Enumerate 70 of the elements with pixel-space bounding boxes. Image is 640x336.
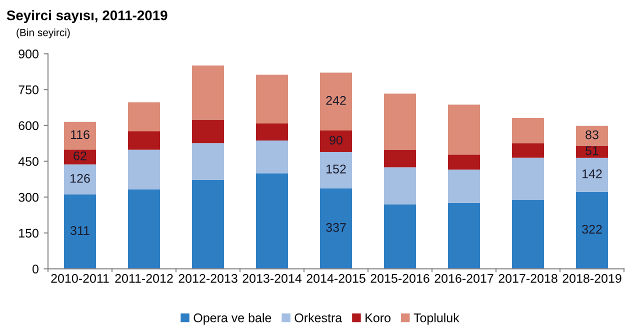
bar (128, 102, 160, 132)
bar (128, 189, 160, 269)
data-label: 311 (70, 226, 90, 235)
data-label: 83 (586, 130, 598, 140)
bar (128, 150, 160, 190)
legend-label: Koro (366, 314, 390, 322)
bar (576, 192, 608, 269)
bar (384, 167, 416, 205)
bar (512, 118, 544, 144)
bar (256, 140, 288, 174)
x-tick-label: 2012-2013 (178, 274, 238, 283)
bar (128, 131, 160, 150)
bar (384, 150, 416, 168)
x-tick-label: 2010-2011 (51, 274, 109, 283)
bar (192, 120, 224, 144)
data-label: 62 (74, 151, 86, 160)
bar (512, 158, 544, 200)
y-tick-label: 150 (19, 228, 38, 238)
data-label: 337 (326, 223, 346, 232)
legend-label: Opera ve bale (194, 313, 272, 325)
bar (384, 204, 416, 269)
data-label: 126 (70, 174, 90, 183)
y-tick-label: 600 (18, 121, 38, 130)
y-tick-label: 0 (32, 264, 38, 274)
x-tick-label: 2011-2012 (115, 274, 173, 283)
y-tick-label: 750 (18, 85, 38, 94)
x-tick-label: 2016-2017 (434, 274, 494, 283)
data-label: 90 (330, 136, 342, 145)
bar (576, 146, 608, 158)
data-label: 142 (582, 169, 602, 178)
bar (192, 65, 224, 120)
bar (512, 143, 544, 158)
bar (576, 126, 608, 146)
bar (256, 173, 288, 269)
bar (320, 188, 352, 269)
data-label: 116 (70, 130, 90, 140)
bar (320, 152, 352, 188)
x-tick-label: 2013-2014 (242, 274, 302, 283)
chart-title: Seyirci sayısı, 2011-2019 (6, 10, 168, 24)
bar (576, 158, 608, 192)
x-tick-label: 2017-2018 (498, 274, 558, 283)
bar (384, 94, 416, 150)
bar (256, 74, 288, 124)
bar (64, 164, 96, 194)
x-tick-label: 2014-2015 (306, 274, 366, 283)
bar (512, 200, 544, 269)
bar (448, 202, 480, 269)
data-label: 322 (582, 224, 602, 234)
bar (64, 150, 96, 164)
x-tick-label: 2015-2016 (370, 274, 430, 283)
y-tick-label: 900 (18, 50, 38, 58)
bar (192, 180, 224, 269)
data-label: 51 (586, 146, 598, 156)
bar (64, 194, 96, 269)
bar (64, 122, 96, 150)
bar (448, 104, 480, 155)
y-tick-label: 450 (18, 157, 38, 166)
bar (192, 143, 224, 180)
bar (320, 72, 352, 130)
data-label: 152 (326, 164, 346, 174)
y-axis-title: (Bin seyirci) (16, 28, 70, 38)
data-label: 242 (326, 96, 346, 105)
legend-label: Topluluk (414, 313, 460, 325)
legend-label: Orkestra (294, 313, 342, 322)
x-tick-label: 2018-2019 (562, 274, 622, 283)
bar (448, 154, 480, 170)
y-tick-label: 300 (18, 192, 38, 202)
bar (448, 170, 480, 203)
bar (256, 124, 288, 140)
bar (320, 130, 352, 152)
